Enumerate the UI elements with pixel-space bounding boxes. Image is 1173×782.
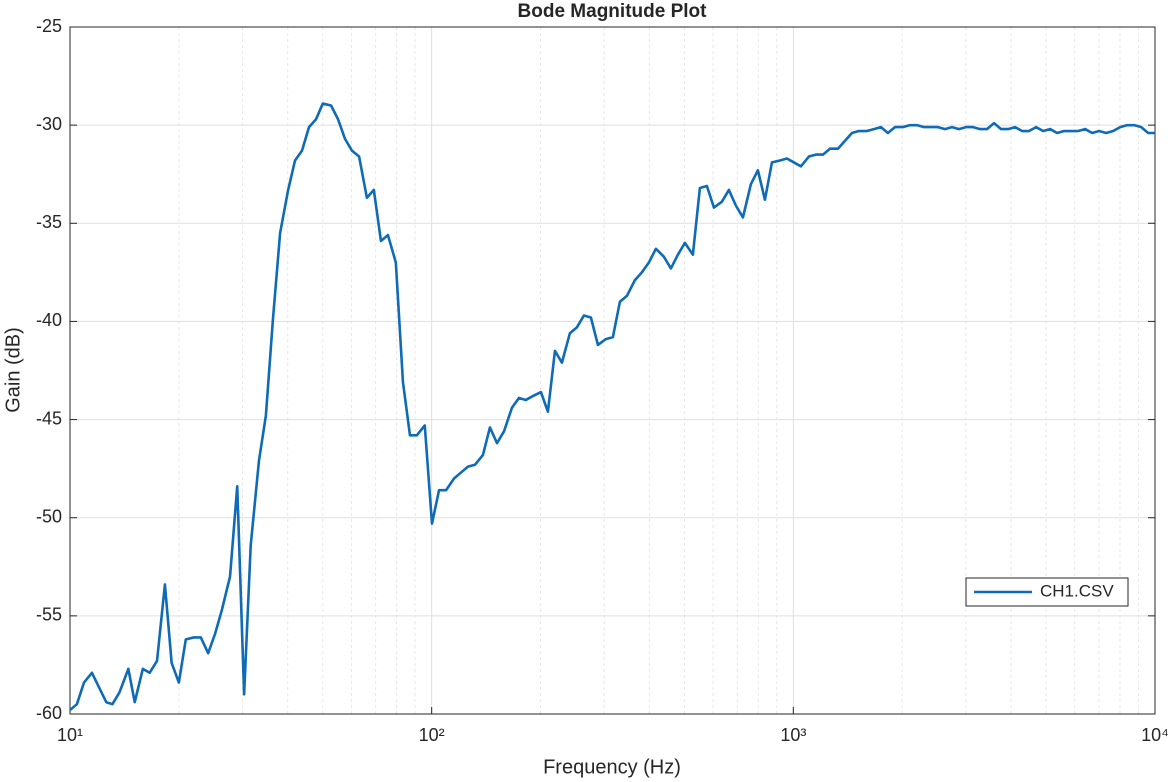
chart-title: Bode Magnitude Plot bbox=[518, 1, 708, 22]
y-tick-label: -60 bbox=[36, 703, 62, 723]
data-line bbox=[69, 102, 1155, 712]
y-tick-label: -55 bbox=[36, 605, 62, 625]
y-tick-label: -30 bbox=[36, 114, 62, 134]
x-tick-label: 10³ bbox=[780, 725, 806, 745]
x-tick-label: 10¹ bbox=[57, 725, 83, 745]
y-tick-label: -35 bbox=[36, 212, 62, 232]
x-tick-label: 10⁴ bbox=[1141, 725, 1169, 745]
y-axis-label: Gain (dB) bbox=[2, 327, 24, 413]
plot-area bbox=[70, 27, 1155, 714]
y-tick-label: -45 bbox=[36, 408, 62, 428]
x-tick-label: 10² bbox=[419, 725, 445, 745]
axes-box bbox=[69, 26, 1156, 715]
y-tick-label: -25 bbox=[36, 16, 62, 36]
x-axis-label: Frequency (Hz) bbox=[543, 756, 681, 778]
legend-label: CH1.CSV bbox=[1040, 581, 1114, 600]
y-tick-label: -50 bbox=[36, 506, 62, 526]
y-tick-label: -40 bbox=[36, 310, 62, 330]
